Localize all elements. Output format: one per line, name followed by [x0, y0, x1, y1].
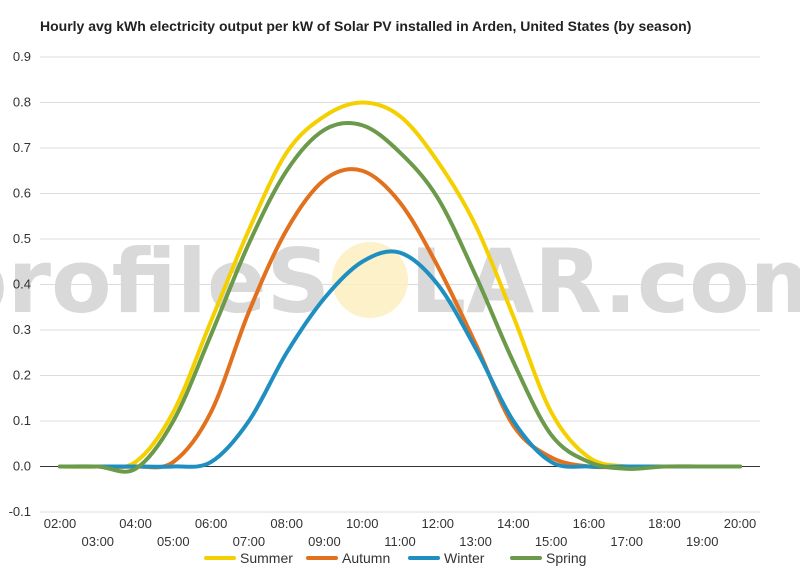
legend: Summer Autumn Winter Spring [204, 550, 586, 566]
x-axis-ticks: 02:00 04:00 06:00 08:00 10:00 12:00 14:00 16:00… [44, 516, 757, 549]
x-tick-label: 14:00 [497, 516, 530, 531]
legend-label-winter: Winter [444, 550, 485, 566]
y-tick-label: 0.7 [13, 140, 31, 155]
x-tick-label: 02:00 [44, 516, 77, 531]
x-tick-label: 10:00 [346, 516, 379, 531]
y-tick-label: 0.8 [13, 95, 31, 110]
watermark: profileS LAR.com [0, 230, 800, 333]
x-tick-label: 13:00 [459, 534, 492, 549]
watermark-text-left: profileS [0, 230, 330, 333]
x-tick-label: 09:00 [308, 534, 341, 549]
y-tick-label: 0.2 [13, 368, 31, 383]
y-tick-label: -0.1 [9, 504, 31, 519]
x-tick-label: 12:00 [422, 516, 455, 531]
chart-title: Hourly avg kWh electricity output per kW… [40, 18, 692, 34]
x-tick-label: 03:00 [82, 534, 115, 549]
watermark-text-right: LAR.com [410, 230, 800, 333]
x-tick-label: 19:00 [686, 534, 719, 549]
y-tick-label: 0.0 [13, 459, 31, 474]
y-tick-label: 0.5 [13, 231, 31, 246]
x-tick-label: 04:00 [119, 516, 152, 531]
y-tick-label: 0.3 [13, 322, 31, 337]
x-tick-label: 05:00 [157, 534, 190, 549]
x-tick-label: 20:00 [724, 516, 757, 531]
y-tick-label: 0.4 [13, 277, 31, 292]
y-tick-label: 0.6 [13, 186, 31, 201]
x-tick-label: 11:00 [384, 534, 416, 549]
x-tick-label: 18:00 [648, 516, 681, 531]
x-tick-label: 07:00 [233, 534, 266, 549]
y-axis-ticks: -0.1 0.0 0.1 0.2 0.3 0.4 0.5 0.6 0.7 0.8 0.9 [9, 49, 31, 519]
x-tick-label: 15:00 [535, 534, 568, 549]
x-tick-label: 06:00 [195, 516, 228, 531]
watermark-sun-logo [332, 242, 408, 318]
legend-label-spring: Spring [546, 550, 586, 566]
x-tick-label: 08:00 [270, 516, 303, 531]
series-line-spring [58, 121, 742, 474]
y-tick-label: 0.1 [13, 413, 31, 428]
grid-lines [40, 56, 760, 513]
x-tick-label: 17:00 [610, 534, 643, 549]
legend-label-summer: Summer [240, 550, 293, 566]
series-line-winter [58, 249, 742, 469]
legend-label-autumn: Autumn [342, 550, 390, 566]
y-tick-label: 0.9 [13, 49, 31, 64]
series-lines [58, 100, 742, 474]
x-tick-label: 16:00 [573, 516, 606, 531]
